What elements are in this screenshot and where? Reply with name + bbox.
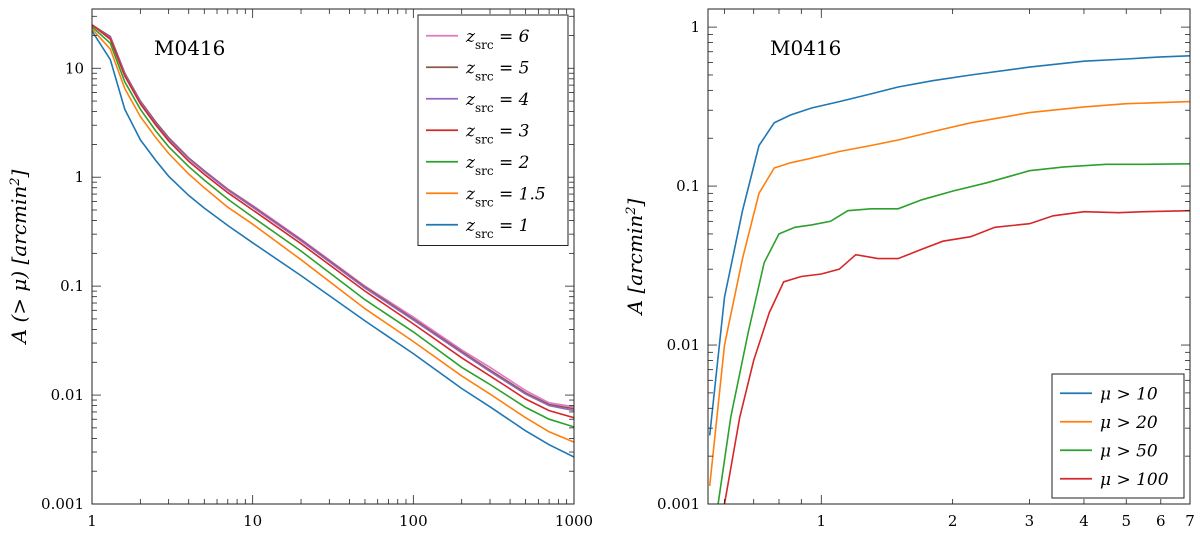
x-tick-label: 1 [817, 512, 827, 530]
series-line-6 [92, 28, 574, 443]
legend-entry: zsrc = 6 [465, 27, 530, 52]
legend-entry: zsrc = 5 [465, 58, 529, 83]
legend-entry: zsrc = 1 [465, 216, 529, 241]
y-tick-label: 0.1 [676, 177, 700, 195]
series-line-5 [92, 26, 574, 428]
x-tick-label: 10 [243, 512, 262, 530]
legend-entry: zsrc = 1.5 [465, 184, 546, 209]
y-tick-label: 1 [74, 168, 84, 186]
y-tick-label: 1 [690, 18, 700, 36]
legend-entry: zsrc = 2 [465, 153, 529, 178]
y-tick-label: 0.01 [51, 386, 84, 404]
x-tick-label: 5 [1121, 512, 1131, 530]
y-tick-label: 0.001 [41, 495, 84, 513]
y-tick-label: 0.001 [657, 495, 700, 513]
minor-ticks [708, 9, 1191, 505]
series-line-7 [92, 30, 574, 458]
x-axis-label: μ [327, 537, 340, 542]
y-tick-label: 0.01 [667, 336, 700, 354]
legend: μ > 10 μ > 20 μ > 50 μ > 100 [1051, 373, 1185, 499]
legend-entry: zsrc = 4 [465, 90, 529, 115]
series-line-3 [92, 24, 574, 412]
x-tick-label: 100 [399, 512, 428, 530]
y-axis-label: A (> μ) [arcmin2] [7, 169, 31, 345]
x-tick-label: 3 [1025, 512, 1035, 530]
legend: zsrc = 6 zsrc = 5 zsrc = 4 zsrc = 3 zsrc = 2… [417, 14, 569, 246]
series-line-3 [717, 163, 1190, 504]
legend-entry: μ > 50 [1100, 441, 1158, 461]
cluster-annotation: M0416 [154, 36, 225, 60]
legend-entry: μ > 20 [1100, 413, 1158, 433]
minor-ticks [91, 9, 575, 505]
panel-1: 1 10 100 1000 0.001 0.01 0.1 1 10 μ A (> μ) [arcmi… [7, 8, 593, 542]
y-axis-label: A [arcmin2] [623, 199, 647, 317]
legend-entry: μ > 10 [1100, 384, 1158, 404]
legend-entry: μ > 100 [1100, 470, 1169, 490]
x-axis-label: zsrc [932, 537, 965, 542]
cluster-annotation: M0416 [770, 36, 841, 60]
plot-frame [707, 8, 1191, 505]
series-line-1 [708, 55, 1190, 436]
y-tick-label: 0.1 [60, 277, 84, 295]
plot-frame [91, 8, 575, 505]
series-line-4 [723, 209, 1190, 504]
x-tick-label: 1 [87, 512, 97, 530]
series-line-4 [92, 24, 574, 419]
panel-2: 1 2 3 4 5 6 7 0.001 0.01 0.1 1 zsrc A [arcmin2] M0416… [623, 8, 1195, 542]
x-tick-label: 2 [948, 512, 958, 530]
x-tick-label: 7 [1185, 512, 1195, 530]
x-tick-label: 4 [1079, 512, 1089, 530]
x-tick-label: 6 [1156, 512, 1166, 530]
y-tick-label: 10 [65, 59, 84, 77]
legend-entry: zsrc = 3 [465, 121, 529, 146]
x-tick-label: 1000 [555, 512, 593, 530]
series-line-2 [708, 100, 1190, 486]
